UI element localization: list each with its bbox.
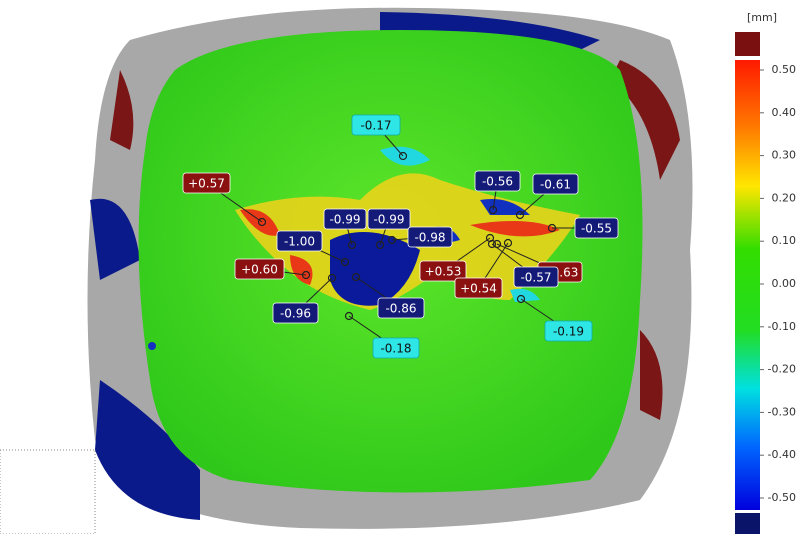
measure-point (344, 311, 354, 321)
measure-point (488, 205, 498, 215)
measure-point (340, 257, 350, 267)
selection-box (0, 449, 96, 534)
annotation-label: +0.54 (460, 282, 497, 296)
measure-point (351, 272, 361, 282)
annotation-label: -0.17 (360, 119, 391, 133)
annotation-label: -0.96 (280, 307, 311, 321)
scale-label: 0.30 (772, 149, 797, 162)
scan-model (87, 7, 693, 529)
measure-point (398, 151, 408, 161)
over-range-swatch (735, 32, 760, 56)
measurement-annotation: -0.56 (474, 170, 521, 215)
measurement-annotation: -0.18 (344, 311, 420, 359)
annotation-box (377, 297, 425, 319)
annotation-label: -0.99 (373, 213, 404, 227)
scale-label: -0.40 (768, 448, 796, 461)
measure-point (327, 273, 337, 283)
scale-label: 0.20 (772, 191, 797, 204)
annotation-label: -0.99 (329, 213, 360, 227)
measure-point (347, 240, 357, 250)
annotation-label: +0.60 (241, 263, 278, 277)
annotation-box (182, 172, 231, 194)
measurement-annotation: -0.86 (351, 272, 425, 319)
annotation-box (544, 320, 593, 342)
annotation-label: -1.00 (284, 235, 315, 249)
measure-point (515, 210, 525, 220)
color-legend: [mm] 0.50 0.40 0.30 0.20 0.10 0.00 -0.10 -0.20 -… (720, 0, 798, 534)
measurement-annotation: -0.61 (515, 173, 579, 220)
annotation-label: +0.53 (425, 265, 462, 279)
measure-point (516, 294, 526, 304)
annotation-box (367, 208, 411, 230)
scale-label: 0.40 (772, 106, 797, 119)
color-bar (735, 60, 760, 510)
annotation-box (323, 208, 367, 230)
scale-label: -0.50 (768, 491, 796, 504)
measurement-annotation: -0.98 (387, 226, 453, 248)
annotation-label: +0.57 (188, 177, 225, 191)
annotation-box (372, 337, 420, 359)
measurement-annotation: +0.54 (454, 238, 513, 299)
measurement-annotation: -0.99 (323, 208, 367, 250)
measure-point (257, 217, 267, 227)
scale-label: 0.00 (772, 277, 797, 290)
annotation-label: -0.56 (482, 175, 513, 189)
measurement-annotation: -0.99 (367, 208, 411, 250)
measurement-annotation: -0.19 (516, 294, 593, 342)
annotation-box (276, 230, 323, 252)
annotation-box (574, 217, 619, 239)
measure-point (503, 238, 513, 248)
annotation-label: -0.86 (385, 302, 416, 316)
annotation-label: -0.61 (540, 178, 571, 192)
annotation-box (454, 277, 503, 299)
measurement-annotation: +0.57 (182, 172, 267, 227)
measure-point (387, 235, 397, 245)
measurement-annotation: +0.60 (234, 258, 311, 280)
measurement-annotation: -0.17 (351, 114, 408, 161)
unit-label: [mm] (747, 11, 777, 24)
annotation-label: -0.57 (520, 271, 551, 285)
annotation-box (532, 173, 579, 195)
measure-point (547, 223, 557, 233)
scale-label: -0.10 (768, 320, 796, 333)
annotation-label: -0.98 (414, 231, 445, 245)
annotation-label: -0.19 (553, 325, 584, 339)
annotation-box (419, 260, 467, 282)
measurement-annotation: +0.53 (419, 233, 495, 282)
annotation-box (234, 258, 285, 280)
annotation-box (474, 170, 521, 192)
measure-point (375, 240, 385, 250)
annotation-box (407, 226, 453, 248)
measure-point (487, 239, 497, 249)
scale-label: 0.10 (772, 234, 797, 247)
measurement-annotation: -1.00 (276, 230, 350, 267)
measure-point (301, 270, 311, 280)
scale-label: 0.50 (772, 63, 797, 76)
scale-label: -0.30 (768, 405, 796, 418)
annotation-label: -0.55 (581, 222, 612, 236)
scale-label: -0.20 (768, 363, 796, 376)
annotation-box (351, 114, 401, 136)
measurement-annotation: -0.96 (272, 273, 337, 324)
annotation-label: -0.18 (380, 342, 411, 356)
measurement-annotation: -0.57 (487, 239, 559, 288)
annotation-box (272, 302, 319, 324)
measurement-annotation: -0.55 (547, 217, 619, 239)
annotation-box (513, 266, 559, 288)
under-range-swatch (735, 513, 760, 534)
